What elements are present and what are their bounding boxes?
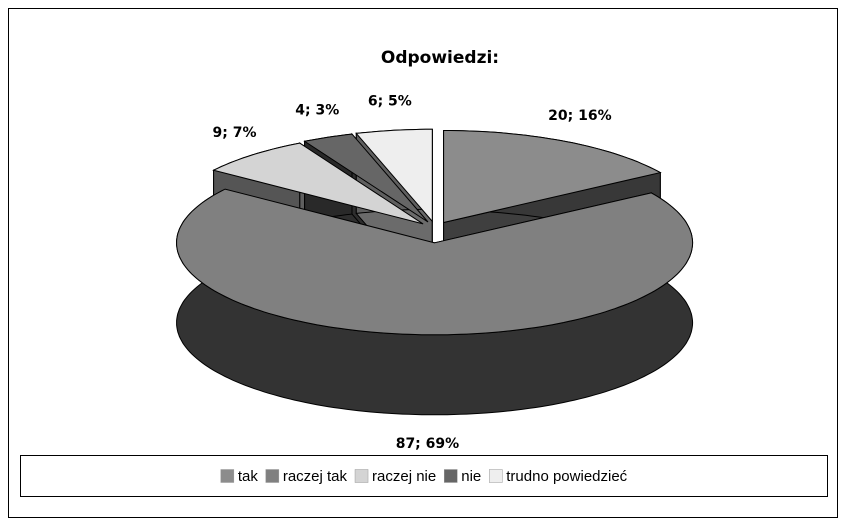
legend-label: trudno powiedzieć	[506, 468, 627, 485]
legend-swatch	[489, 469, 503, 483]
slice	[443, 130, 662, 224]
data-label: 20; 16%	[548, 108, 611, 124]
legend-label: nie	[461, 468, 481, 485]
legend-label: raczej tak	[283, 468, 348, 485]
data-label: 87; 69%	[396, 436, 459, 452]
slice-tops	[176, 128, 694, 336]
chart-title: Odpowiedzi:	[381, 48, 499, 68]
legend-swatch	[443, 469, 458, 483]
legend-swatch	[354, 469, 369, 483]
legend-swatch	[265, 469, 280, 483]
legend-label: tak	[238, 468, 259, 485]
slice	[212, 142, 424, 225]
slice	[355, 128, 433, 223]
slice	[176, 188, 694, 336]
legend-box	[20, 455, 828, 497]
slice	[303, 133, 429, 223]
legend-swatch	[220, 469, 235, 483]
data-label: 9; 7%	[213, 125, 257, 141]
data-label: 6; 5%	[368, 93, 412, 109]
legend-label: raczej nie	[372, 468, 436, 485]
data-label: 4; 3%	[295, 102, 339, 118]
